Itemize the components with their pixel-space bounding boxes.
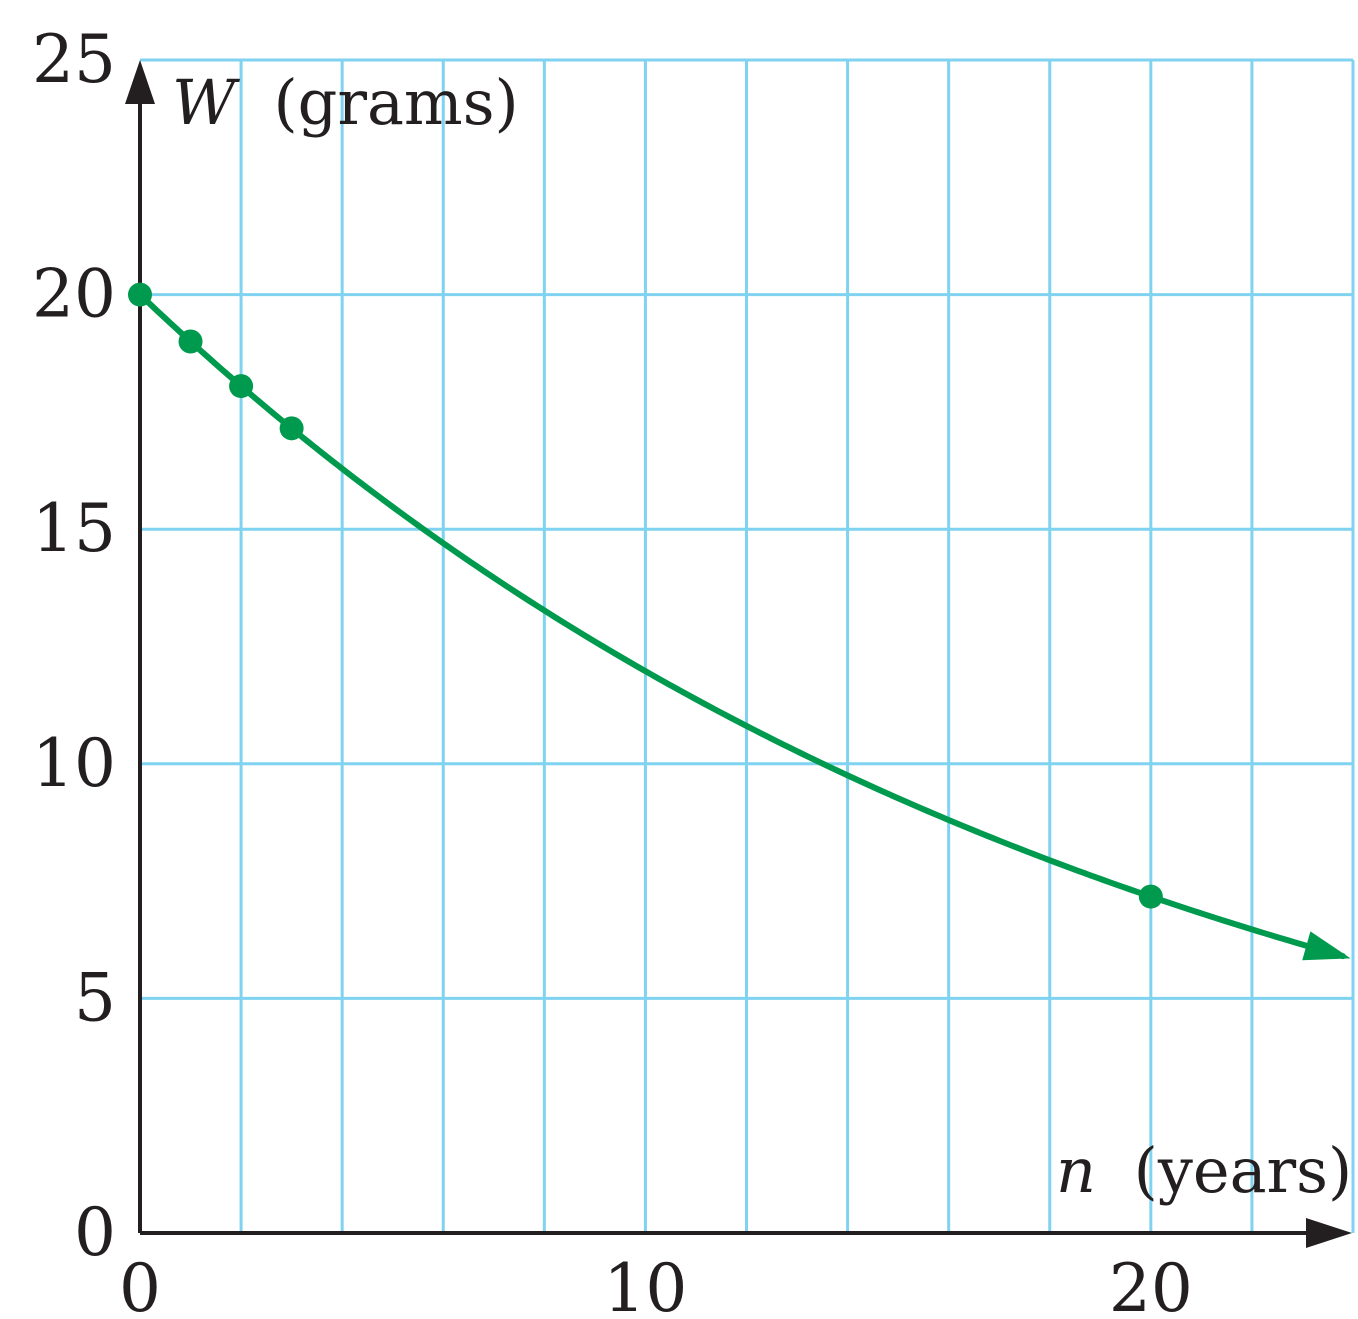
y-tick-label: 0	[74, 1194, 116, 1271]
data-point	[128, 282, 152, 307]
curve-arrowhead	[1302, 931, 1351, 961]
tick-labels: 0 5 10 15 20 25 0 10 20	[32, 21, 1193, 1319]
y-axis-arrow	[125, 60, 155, 104]
x-axis-arrow	[1306, 1218, 1352, 1248]
data-point	[279, 416, 304, 441]
y-tick-label: 15	[32, 490, 116, 567]
data-points	[128, 282, 1163, 909]
y-tick-label: 5	[74, 959, 116, 1036]
y-tick-label: 20	[32, 256, 116, 333]
data-point	[178, 329, 203, 354]
y-axis-label-var: W	[172, 66, 240, 139]
x-axis-label-var: n	[1056, 1134, 1096, 1207]
y-axis-label-unit: (grams)	[273, 66, 518, 139]
data-point	[1138, 884, 1163, 909]
grid	[140, 58, 1355, 1233]
axes	[125, 60, 1352, 1248]
x-axis-label: n (years)	[1056, 1134, 1352, 1207]
y-axis-label: W (grams)	[172, 66, 519, 139]
data-point	[229, 374, 254, 399]
x-tick-label: 20	[1109, 1250, 1193, 1319]
x-axis-label-unit: (years)	[1134, 1134, 1353, 1207]
x-tick-label: 10	[603, 1250, 687, 1319]
y-tick-label: 10	[32, 725, 116, 802]
x-tick-label: 0	[119, 1250, 161, 1319]
curve-line	[137, 291, 1346, 960]
y-tick-label: 25	[32, 21, 116, 98]
